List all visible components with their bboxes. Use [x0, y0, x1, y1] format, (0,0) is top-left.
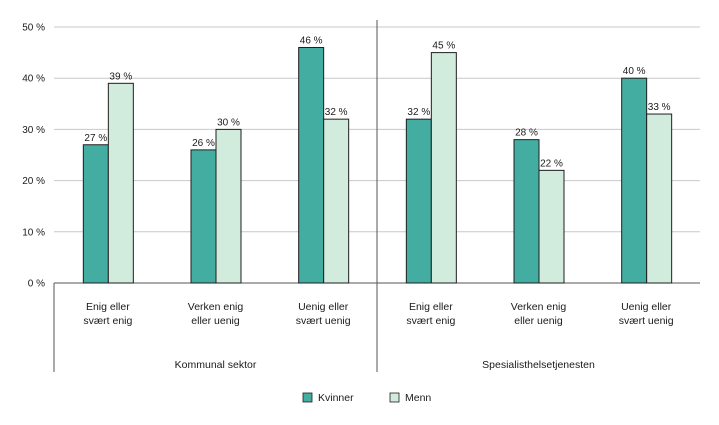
bar-menn: [646, 113, 673, 284]
y-tick-label: 50 %: [22, 23, 45, 34]
legend-label-menn: Menn: [405, 392, 431, 404]
data-label: 26 %: [192, 138, 215, 149]
category-label: svært enig: [406, 315, 455, 327]
legend-label-kvinner: Kvinner: [318, 392, 354, 404]
data-label: 33 %: [648, 102, 671, 113]
data-label: 22 %: [540, 158, 563, 169]
y-tick-label: 10 %: [22, 227, 45, 238]
bar-kvinner: [298, 46, 325, 284]
y-tick-label: 30 %: [22, 125, 45, 136]
category-label: eller uenig: [191, 315, 240, 327]
bar-kvinner: [82, 144, 109, 284]
category-label: svært uenig: [619, 315, 674, 327]
bar-kvinner: [405, 118, 432, 284]
category-label: Enig eller: [86, 301, 130, 313]
y-tick-label: 20 %: [22, 176, 45, 187]
category-label: Uenig eller: [298, 301, 349, 313]
data-label: 39 %: [109, 71, 132, 82]
bar-menn: [215, 128, 242, 284]
category-label: Verken enig: [188, 301, 244, 313]
group-label: Spesialisthelsetjenesten: [482, 359, 595, 371]
category-label: svært uenig: [296, 315, 351, 327]
data-label: 27 %: [84, 133, 107, 144]
category-label: Verken enig: [511, 301, 567, 313]
legend-swatch-kvinner: [302, 392, 313, 403]
category-label: Uenig eller: [621, 301, 672, 313]
bar-kvinner: [513, 139, 540, 284]
category-label: svært enig: [83, 315, 132, 327]
bar-menn: [430, 52, 457, 284]
bar-kvinner: [621, 77, 648, 284]
data-label: 32 %: [325, 107, 348, 118]
legend-swatch-menn: [389, 392, 400, 403]
category-label: Enig eller: [409, 301, 453, 313]
bar-menn: [323, 118, 350, 284]
data-label: 46 %: [300, 35, 323, 46]
category-label: eller uenig: [514, 315, 563, 327]
bar-menn: [538, 169, 565, 284]
y-tick-label: 0 %: [28, 279, 45, 290]
group-label: Kommunal sektor: [175, 359, 257, 371]
bar-kvinner: [190, 149, 217, 284]
data-label: 40 %: [623, 66, 646, 77]
data-label: 45 %: [432, 41, 455, 52]
y-tick-label: 40 %: [22, 74, 45, 85]
data-label: 28 %: [515, 128, 538, 139]
data-label: 32 %: [407, 107, 430, 118]
bar-menn: [107, 82, 134, 284]
data-label: 30 %: [217, 117, 240, 128]
